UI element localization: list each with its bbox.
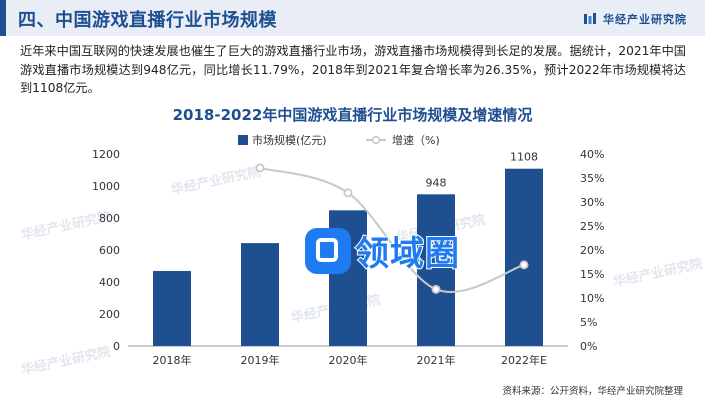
brand-logo-icon bbox=[584, 13, 596, 24]
y-left-tick-label: 200 bbox=[99, 308, 120, 321]
x-tick-label: 2022年E bbox=[501, 353, 547, 367]
bar-data-label: 1108 bbox=[510, 151, 538, 164]
legend-bar-label: 市场规模(亿元) bbox=[252, 133, 327, 147]
growth-point bbox=[255, 163, 265, 173]
intro-paragraph: 近年来中国互联网的快速发展也催生了巨大的游戏直播行业市场，游戏直播市场规模得到长… bbox=[20, 44, 686, 95]
y-right-tick-label: 15% bbox=[580, 268, 604, 281]
y-right-tick-label: 30% bbox=[580, 196, 604, 209]
bar bbox=[417, 194, 455, 346]
legend-line-label: 增速（%) bbox=[392, 133, 440, 147]
legend-bar-swatch bbox=[238, 135, 248, 145]
header-accent bbox=[0, 0, 6, 36]
bar bbox=[153, 270, 191, 346]
bar bbox=[241, 243, 279, 346]
y-right-tick-label: 10% bbox=[580, 292, 604, 305]
brand: 华经产业研究院 bbox=[583, 11, 687, 27]
chart-title: 2018-2022年中国游戏直播行业市场规模及增速情况 bbox=[172, 106, 533, 124]
y-left-tick-label: 400 bbox=[99, 276, 120, 289]
bar-data-label: 948 bbox=[426, 176, 447, 189]
x-tick-label: 2018年 bbox=[153, 353, 192, 367]
growth-point bbox=[431, 284, 441, 294]
growth-point bbox=[343, 188, 353, 198]
watermark-logo-icon bbox=[305, 227, 351, 274]
y-left-tick-label: 1000 bbox=[92, 180, 120, 193]
y-right-tick-label: 5% bbox=[580, 316, 597, 329]
y-right-tick-label: 20% bbox=[580, 244, 604, 257]
y-left-tick-label: 800 bbox=[99, 212, 120, 225]
center-watermark-text: 领域圈 bbox=[354, 233, 460, 275]
y-left-tick-label: 1200 bbox=[92, 148, 120, 161]
growth-line bbox=[259, 166, 525, 293]
y-right-tick-label: 0% bbox=[580, 340, 597, 353]
y-left-tick-label: 0 bbox=[113, 340, 120, 353]
source-note: 资料来源：公开资料，华经产业研究院整理 bbox=[502, 386, 683, 397]
y-right-tick-label: 25% bbox=[580, 220, 604, 233]
x-tick-label: 2019年 bbox=[241, 353, 280, 367]
x-tick-label: 2021年 bbox=[417, 353, 456, 367]
x-tick-label: 2020年 bbox=[329, 353, 368, 367]
bar bbox=[505, 168, 543, 346]
y-left-tick-label: 600 bbox=[99, 244, 120, 257]
center-watermark: 领域圈 bbox=[305, 226, 460, 275]
y-right-tick-label: 40% bbox=[580, 148, 604, 161]
page-title: 四、中国游戏直播行业市场规模 bbox=[18, 10, 277, 31]
legend-line-marker bbox=[371, 135, 381, 145]
brand-name: 华经产业研究院 bbox=[603, 13, 687, 26]
chart: 0 200 400 600 800 1000 1200 0% 5% 10% 15% 20% 25% 30%… bbox=[92, 133, 604, 367]
growth-point bbox=[519, 260, 529, 270]
y-right-tick-label: 35% bbox=[580, 172, 604, 185]
header-bar bbox=[0, 0, 705, 36]
